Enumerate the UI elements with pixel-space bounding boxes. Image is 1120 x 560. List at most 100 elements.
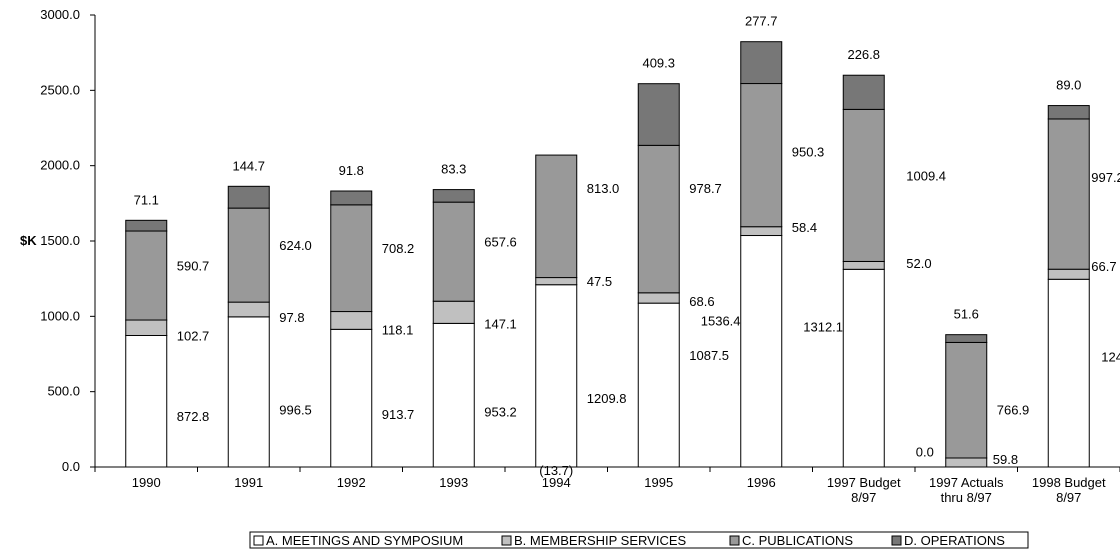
data-label: 996.5	[279, 402, 312, 417]
bar-segment	[1047, 105, 1090, 120]
legend-entry: D. OPERATIONS	[904, 533, 1005, 548]
y-tick-label: 0.0	[62, 459, 80, 474]
y-tick-label: 3000.0	[40, 7, 80, 22]
bar-segment	[945, 457, 988, 468]
data-label: 624.0	[279, 238, 312, 253]
data-label: 58.4	[792, 220, 817, 235]
data-label: 708.2	[382, 241, 415, 256]
bar-segment	[1047, 268, 1090, 280]
y-tick-label: 500.0	[47, 384, 80, 399]
x-tick-label: 1992	[337, 475, 366, 490]
bar-segment	[330, 328, 373, 468]
data-label: 950.3	[792, 145, 825, 160]
bar-segment	[842, 268, 885, 468]
bar-segment	[842, 260, 885, 270]
bar-segment	[330, 204, 373, 313]
x-tick-label: 8/97	[1056, 490, 1081, 505]
data-label: 913.7	[382, 407, 415, 422]
data-label: 590.7	[177, 259, 210, 274]
data-label: 83.3	[441, 162, 466, 177]
bar-segment	[945, 334, 988, 343]
bar-segment	[227, 316, 270, 468]
bar-segment	[740, 41, 783, 85]
data-label: 872.8	[177, 409, 210, 424]
y-tick-label: 1000.0	[40, 308, 80, 323]
y-tick-label: 2500.0	[40, 82, 80, 97]
data-label: 118.1	[382, 322, 414, 337]
data-label: 997.2	[1091, 170, 1120, 185]
x-tick-label: 1990	[132, 475, 161, 490]
legend-swatch	[253, 535, 264, 546]
bar-segment	[125, 219, 168, 232]
data-label: 813.0	[587, 181, 620, 196]
data-label: 1209.8	[587, 391, 627, 406]
bar-segment	[637, 302, 680, 468]
data-label: 277.7	[745, 14, 778, 29]
data-label: 47.5	[587, 274, 612, 289]
x-tick-label: 1994	[542, 475, 571, 490]
bar-segment	[125, 334, 168, 468]
data-label: 766.9	[997, 402, 1030, 417]
bar-segment	[740, 235, 783, 468]
bar-segment	[432, 189, 475, 203]
bar-segment	[330, 311, 373, 330]
legend-entry: B. MEMBERSHIP SERVICES	[514, 533, 687, 548]
x-tick-label: 1993	[439, 475, 468, 490]
x-tick-label: 1996	[747, 475, 776, 490]
bar-segment	[637, 83, 680, 146]
data-label: (13.7)	[539, 463, 573, 478]
data-label: 51.6	[954, 307, 979, 322]
data-label: 0.0	[916, 444, 934, 459]
bar-segment	[740, 226, 783, 237]
data-label: 91.8	[339, 163, 364, 178]
data-label: 226.8	[847, 47, 880, 62]
y-axis-title: $K	[20, 233, 37, 248]
bar-segment	[535, 154, 578, 279]
legend-swatch	[891, 535, 902, 546]
bar-segment	[637, 292, 680, 304]
bar-segment	[842, 108, 885, 262]
data-label: 97.8	[279, 310, 304, 325]
data-label: 52.0	[906, 256, 931, 271]
bar-segment	[125, 319, 168, 336]
x-tick-label: 1991	[234, 475, 263, 490]
data-label: 1536.4	[701, 313, 741, 328]
bar-segment	[740, 83, 783, 228]
bar-segment	[432, 300, 475, 324]
x-tick-label: 1995	[644, 475, 673, 490]
x-tick-label: thru 8/97	[941, 490, 992, 505]
bar-segment	[227, 301, 270, 318]
data-label: 144.7	[232, 158, 265, 173]
legend-entry: A. MEETINGS AND SYMPOSIUM	[266, 533, 463, 548]
data-label: 102.7	[177, 328, 210, 343]
x-tick-label: 8/97	[851, 490, 876, 505]
bar-segment	[330, 190, 373, 206]
bar-segment	[1047, 278, 1090, 468]
data-label: 1312.1	[803, 319, 843, 334]
bar-segment	[842, 74, 885, 110]
bar-segment	[432, 322, 475, 468]
bar-segment	[945, 341, 988, 459]
legend-box	[249, 531, 1029, 549]
legend-swatch	[501, 535, 512, 546]
data-label: 953.2	[484, 405, 517, 420]
data-label: 147.1	[484, 316, 517, 331]
data-label: 978.7	[689, 181, 722, 196]
data-label: 71.1	[134, 192, 159, 207]
bar-segment	[227, 185, 270, 209]
x-tick-label: 1997 Actuals	[929, 475, 1004, 490]
bar-segment	[1047, 118, 1090, 270]
bar-segment	[535, 277, 578, 286]
bar-segment	[432, 201, 475, 302]
x-tick-label: 1997 Budget	[827, 475, 901, 490]
x-tick-label: 1998 Budget	[1032, 475, 1106, 490]
data-label: 66.7	[1091, 259, 1116, 274]
y-tick-label: 1500.0	[40, 233, 80, 248]
y-tick-label: 2000.0	[40, 158, 80, 173]
bar-segment	[227, 207, 270, 303]
bar-segment	[637, 144, 680, 294]
data-label: 1009.4	[906, 169, 946, 184]
legend-swatch	[729, 535, 740, 546]
